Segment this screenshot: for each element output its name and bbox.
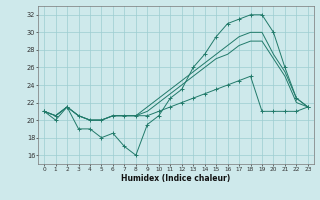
X-axis label: Humidex (Indice chaleur): Humidex (Indice chaleur) — [121, 174, 231, 183]
